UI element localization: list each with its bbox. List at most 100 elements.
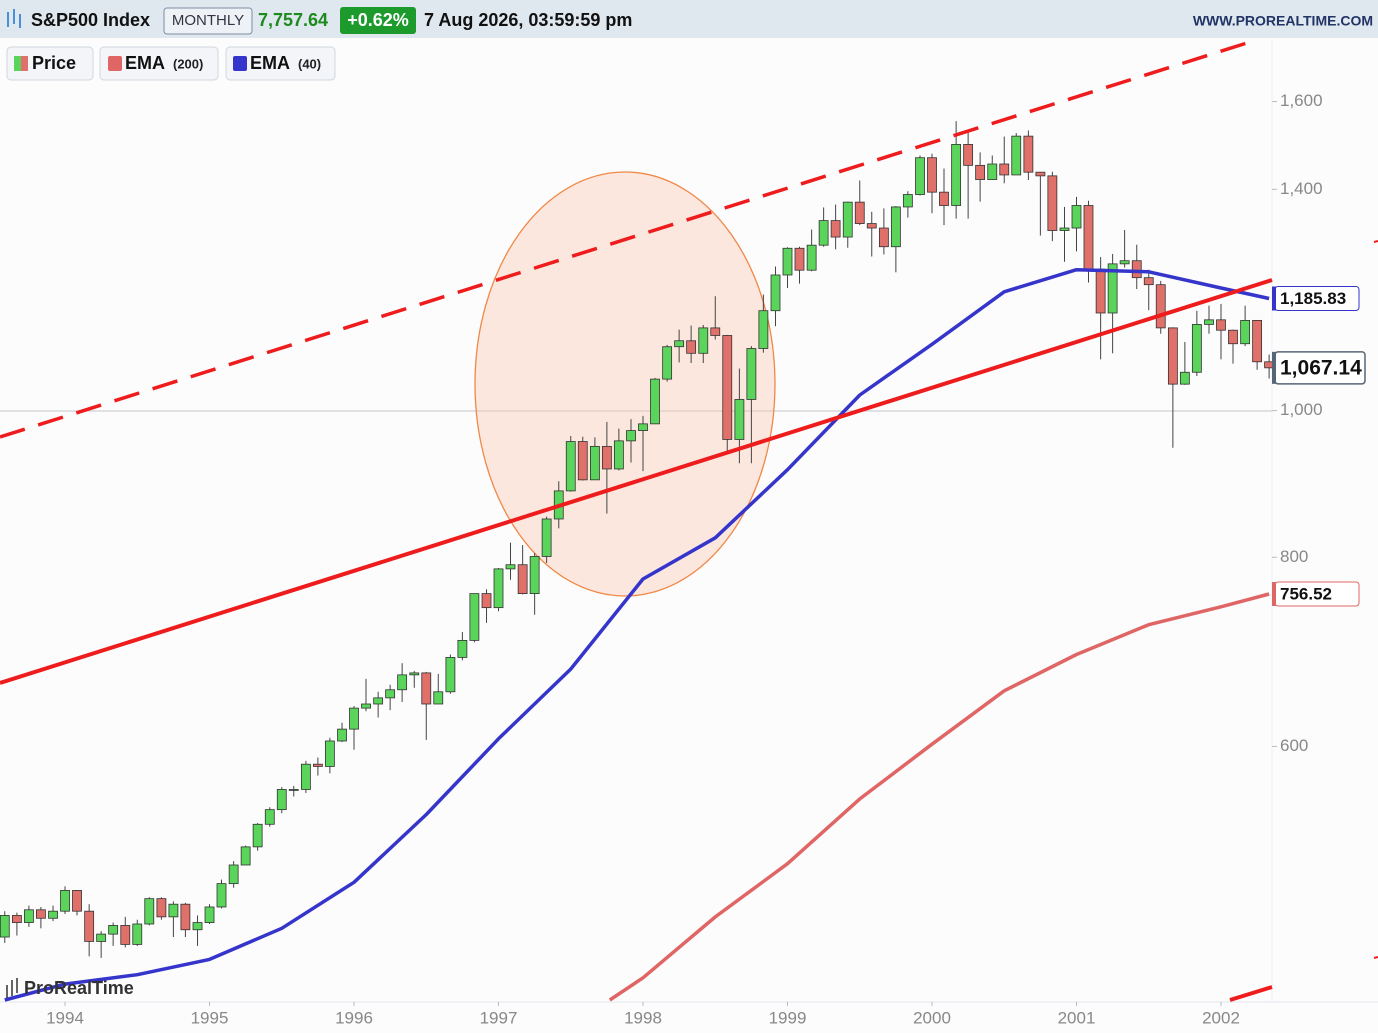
candle-body (902, 194, 913, 208)
candle-body (951, 144, 962, 206)
candle-body (373, 697, 384, 705)
candle-body (866, 223, 877, 229)
legend-swatch (233, 56, 247, 71)
candle-body (746, 348, 757, 400)
candle-body (613, 440, 624, 470)
candle-body (228, 864, 239, 885)
candle-body (288, 789, 299, 791)
candle-body (96, 933, 107, 942)
candle-body (1252, 319, 1263, 363)
trendline-stub (1373, 240, 1378, 243)
legend-button[interactable] (6, 46, 94, 81)
legend-label[interactable]: Price (32, 53, 76, 73)
candle-body (168, 903, 179, 918)
x-tick-label: 1994 (46, 1008, 84, 1027)
candle-body (698, 327, 709, 354)
candle-body (1023, 135, 1034, 173)
candle-body (927, 157, 937, 193)
candle-body (433, 691, 444, 705)
legend-button[interactable] (99, 46, 219, 81)
candle-body (132, 923, 143, 945)
x-tick-label: 1999 (769, 1008, 807, 1027)
candle-body (842, 201, 853, 238)
candle-body (650, 378, 660, 425)
candle-body (337, 728, 347, 742)
trendline (0, 278, 1273, 685)
candle-body (505, 564, 516, 570)
y-tick-label: 1,600 (1280, 91, 1323, 110)
candle-body (493, 568, 504, 609)
ema-line (608, 592, 1270, 1002)
candle-body (1119, 260, 1130, 265)
change: +0.62% (347, 10, 409, 30)
candle-body (806, 244, 817, 271)
candle-body (457, 639, 468, 658)
candle-body (722, 335, 733, 440)
candle-body (1107, 263, 1118, 314)
candle-body (300, 763, 311, 790)
candle-body (782, 247, 793, 276)
candle-body (601, 445, 612, 470)
candle-body (23, 909, 34, 923)
legend-label[interactable]: EMA (250, 53, 290, 73)
x-tick-label: 2002 (1202, 1008, 1240, 1027)
candle-body (385, 689, 396, 699)
timeframe[interactable]: MONTHLY (172, 12, 244, 29)
candle-body (1228, 329, 1238, 345)
candle-body (120, 925, 131, 945)
candle-body (674, 340, 685, 348)
candle-body (192, 922, 203, 931)
ema-line (4, 267, 1270, 1002)
timestamp: 7 Aug 2026, 03:59:59 pm (424, 10, 632, 30)
highlight-ellipse (474, 171, 776, 597)
y-tick-label: 1,000 (1280, 400, 1323, 419)
candle-body (1047, 175, 1058, 231)
candle-body (589, 445, 600, 481)
candle-body (1059, 227, 1070, 231)
candle-body (890, 206, 901, 248)
candle-body (529, 556, 540, 595)
candle-body (1191, 324, 1202, 373)
candle-body (1204, 319, 1214, 325)
source: WWW.PROREALTIME.COM (1193, 13, 1373, 29)
candle-body (349, 707, 359, 730)
candle-body (878, 227, 889, 248)
watermark: ProRealTime (24, 978, 134, 998)
candle-body (638, 423, 648, 431)
timeframe-box[interactable] (163, 7, 253, 35)
candle-body (397, 674, 408, 691)
candle-body (662, 346, 673, 380)
legend-swatch (21, 56, 28, 71)
candle-body (1216, 319, 1226, 331)
y-tick-label: 800 (1280, 547, 1308, 566)
candle-body (818, 220, 829, 246)
legend-button[interactable] (225, 46, 336, 81)
legend-period: (40) (298, 56, 321, 71)
x-tick-label: 2000 (913, 1008, 951, 1027)
candle-body (1083, 205, 1094, 270)
candle-body (999, 163, 1010, 176)
header-icon (7, 9, 21, 28)
price-badge-label: 756.52 (1280, 585, 1332, 604)
candle-body (156, 898, 167, 918)
candle-body (216, 883, 227, 908)
candle-body (626, 430, 636, 442)
candle-body (1071, 205, 1082, 229)
candle-body (686, 340, 697, 354)
candle-body (1143, 277, 1154, 286)
candle-body (324, 740, 335, 767)
candle-body (734, 399, 745, 440)
legend-label[interactable]: EMA (125, 53, 165, 73)
candle-body (35, 909, 46, 919)
candle-body (975, 164, 986, 180)
x-tick-label: 2001 (1058, 1008, 1096, 1027)
candle-body (758, 310, 769, 349)
x-tick-label: 1998 (624, 1008, 662, 1027)
candle-body (421, 672, 432, 705)
candle-body (710, 327, 721, 336)
candle-body (180, 903, 191, 931)
legend-swatch (14, 56, 21, 71)
price-badge-label: 1,185.83 (1280, 289, 1346, 308)
candle-body (312, 763, 323, 767)
